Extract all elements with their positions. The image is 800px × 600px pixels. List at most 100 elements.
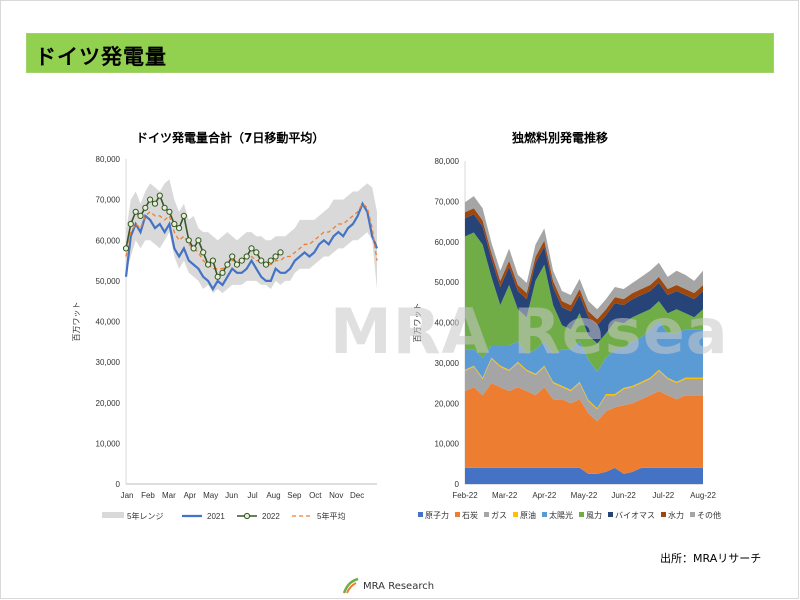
data-point-2022: [122, 245, 130, 252]
x-tick-label: Jan: [121, 491, 134, 500]
y-tick-label: 80,000: [435, 157, 460, 166]
data-point-2022: [200, 249, 207, 256]
legend-swatch: [102, 512, 124, 518]
legend-swatch: [455, 512, 460, 517]
header-bar: ドイツ発電量: [26, 33, 774, 73]
data-point-2022: [176, 225, 183, 232]
data-point-2022: [205, 261, 212, 268]
legend-label: 水力: [668, 510, 684, 520]
y-tick-label: 20,000: [96, 399, 121, 408]
legend-label: バイオマス: [615, 511, 655, 520]
data-point-2022: [127, 220, 134, 228]
y-tick-label: 70,000: [96, 196, 121, 205]
y-axis-title: 百万ワット: [72, 302, 81, 342]
legend-label: 5年レンジ: [127, 511, 163, 521]
data-point-2022: [137, 212, 144, 220]
y-tick-label: 40,000: [96, 318, 121, 327]
legend-swatch: [513, 512, 518, 517]
area-series-4: [465, 321, 703, 409]
x-tick-label: Apr-22: [532, 491, 557, 500]
x-tick-label: Jun: [225, 491, 238, 500]
y-tick-label: 10,000: [435, 440, 460, 449]
x-tick-label: Aug-22: [690, 491, 716, 500]
y-tick-label: 0: [455, 480, 460, 489]
legend-swatch: [542, 512, 547, 517]
area-series-0: [465, 467, 703, 484]
x-tick-label: May: [203, 491, 218, 500]
data-point-2022: [229, 253, 236, 260]
x-tick-label: Aug: [266, 491, 280, 500]
y-tick-label: 30,000: [435, 359, 460, 368]
y-tick-label: 30,000: [96, 358, 121, 367]
area-series-7: [465, 208, 703, 326]
data-point-2022: [238, 257, 245, 264]
data-point-2022: [243, 253, 250, 260]
legend-swatch-marker: [243, 512, 251, 520]
y-tick-label: 70,000: [435, 197, 460, 206]
data-point-2022: [262, 261, 270, 268]
page-title: ドイツ発電量: [35, 45, 167, 69]
area-series-2: [465, 358, 703, 422]
data-point-2022: [214, 273, 221, 280]
mra-logo-icon: [342, 577, 359, 594]
x-tick-label: Jul-22: [652, 491, 674, 500]
data-point-2022: [171, 220, 178, 228]
data-point-2022: [180, 212, 187, 220]
range-band: [126, 179, 377, 294]
x-tick-label: Mar-22: [492, 491, 518, 500]
x-tick-label: Feb: [141, 491, 155, 500]
data-point-2022: [233, 261, 241, 268]
data-point-2022: [267, 257, 274, 264]
y-tick-label: 20,000: [435, 399, 460, 408]
chart-title-fuel: 独燃料別発電推移: [512, 131, 609, 145]
data-point-2022: [253, 249, 260, 256]
legend-swatch: [608, 512, 613, 517]
y-axis-title: 百万ワット: [413, 303, 422, 343]
data-point-2022: [156, 192, 163, 199]
data-point-2022: [151, 200, 159, 207]
legend-swatch: [418, 512, 423, 517]
legend-label: 5年平均: [317, 511, 345, 521]
area-series-8: [465, 196, 703, 320]
series-line-5yr-avg: [125, 202, 378, 270]
legend-label: 原油: [520, 510, 536, 520]
legend-label: 原子力: [425, 510, 449, 520]
data-point-2022: [142, 204, 149, 211]
watermark: MRA Resea: [330, 295, 729, 368]
area-series-5: [465, 232, 703, 372]
data-point-2022: [258, 257, 265, 264]
fuel-mix-chart: 0 10,000 20,000 30,000 40,000 50,000 60,000 70,…: [413, 157, 721, 520]
y-tick-label: 50,000: [96, 277, 121, 286]
legend-label: その他: [697, 510, 721, 520]
legend-label: ガス: [491, 510, 507, 520]
data-point-2022: [190, 245, 197, 252]
x-tick-label: Sep: [287, 491, 302, 500]
y-tick-label: 60,000: [96, 236, 121, 245]
area-series-6: [465, 214, 703, 344]
legend-label: 太陽光: [549, 510, 573, 520]
data-point-2022: [147, 196, 154, 203]
footer-logo-text: MRA Research: [363, 580, 435, 592]
chart-title-total: ドイツ発電量合計（7日移動平均）: [136, 131, 325, 145]
data-point-2022: [248, 245, 255, 252]
x-tick-label: Dec: [350, 491, 364, 500]
total-generation-chart: 0 10,000 20,000 30,000 40,000 50,000 60,000 70,…: [72, 155, 379, 521]
y-tick-label: 60,000: [435, 238, 460, 247]
x-tick-label: Apr: [184, 491, 197, 500]
data-point-2022: [185, 237, 192, 244]
data-point-2022: [161, 204, 168, 211]
data-point-2022: [219, 269, 226, 276]
y-tick-label: 0: [116, 480, 121, 489]
data-point-2022: [224, 261, 231, 268]
legend-swatch: [484, 512, 489, 517]
x-tick-label: Feb-22: [452, 491, 478, 500]
x-tick-label: Mar: [162, 491, 176, 500]
legend-label: 風力: [586, 510, 602, 520]
y-tick-label: 10,000: [96, 439, 121, 448]
x-tick-label: Nov: [329, 491, 343, 500]
source-note: 出所：MRAリサーチ: [660, 552, 762, 565]
legend-label: 2021: [207, 512, 225, 521]
series-line-2021: [124, 201, 379, 292]
area-series-1: [465, 383, 703, 474]
